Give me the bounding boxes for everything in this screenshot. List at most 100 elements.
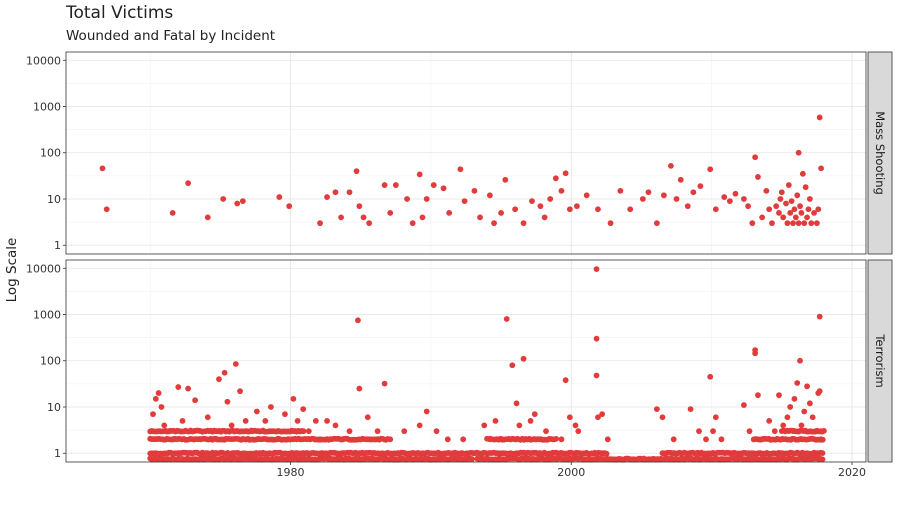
data-point: [502, 176, 509, 183]
data-point: [752, 350, 759, 357]
data-point: [317, 436, 323, 443]
data-point: [471, 187, 478, 194]
data-point: [809, 414, 816, 421]
data-point: [300, 428, 307, 435]
data-point: [253, 408, 260, 415]
data-point: [360, 214, 367, 221]
data-point: [816, 114, 823, 121]
data-point: [99, 165, 106, 172]
data-point: [356, 203, 363, 210]
data-point: [155, 390, 162, 396]
data-point: [381, 380, 388, 387]
data-point: [527, 418, 534, 424]
data-point: [769, 220, 775, 227]
data-point: [529, 198, 535, 205]
data-point: [374, 428, 381, 435]
data-point: [392, 182, 399, 188]
data-point: [797, 203, 803, 210]
data-point: [806, 400, 813, 407]
data-point: [617, 187, 624, 194]
data-point: [575, 428, 582, 435]
data-point: [677, 176, 684, 183]
data-point: [541, 214, 548, 221]
data-point: [300, 406, 307, 413]
facet-panel-0: 1 10 100 1000 10000 Mass Shooting: [26, 51, 893, 255]
data-point: [338, 214, 344, 221]
data-point: [787, 404, 794, 410]
data-point: [366, 220, 373, 227]
data-point: [387, 210, 394, 216]
data-point: [324, 418, 330, 424]
data-point: [804, 214, 810, 221]
data-point: [603, 450, 610, 457]
data-point: [346, 428, 353, 435]
data-point: [409, 220, 416, 227]
chart-subtitle: Wounded and Fatal by Incident: [66, 28, 276, 44]
data-point: [794, 192, 801, 199]
data-point: [404, 196, 410, 202]
data-point: [419, 214, 426, 221]
facet-strip-label: Mass Shooting: [873, 111, 887, 195]
data-point: [364, 414, 371, 421]
data-point: [481, 422, 488, 429]
y-tick-label: 1000: [33, 101, 61, 114]
data-point: [690, 189, 697, 196]
data-point: [802, 184, 809, 191]
data-point: [197, 436, 204, 443]
data-point: [161, 422, 168, 429]
data-point: [268, 404, 274, 410]
data-point: [595, 414, 601, 421]
data-point: [599, 411, 606, 418]
data-point: [552, 175, 559, 182]
data-point: [795, 149, 802, 156]
data-point: [290, 395, 297, 402]
data-point: [242, 418, 249, 424]
data-point: [745, 203, 752, 210]
x-tick-label: 1980: [277, 466, 305, 479]
data-point: [790, 220, 796, 227]
data-point: [416, 171, 423, 178]
data-point: [387, 436, 394, 443]
data-point: [355, 317, 361, 324]
data-point: [468, 456, 475, 462]
data-point: [776, 210, 782, 216]
data-point: [562, 170, 569, 177]
data-point: [516, 422, 523, 429]
facet-panel-1: 1 10 100 1000 10000 Terrorism: [26, 259, 893, 463]
data-point: [262, 418, 269, 424]
data-point: [798, 422, 805, 429]
data-point: [755, 392, 761, 399]
data-point: [353, 168, 360, 175]
data-point: [276, 194, 283, 200]
data-point: [423, 408, 430, 415]
data-point: [813, 220, 820, 227]
chart-title: Total Victims: [66, 3, 174, 23]
data-point: [583, 192, 590, 199]
x-tick-label: 2020: [838, 466, 866, 479]
data-point: [324, 194, 330, 200]
data-point: [204, 214, 211, 221]
data-point: [815, 206, 822, 213]
data-point: [801, 220, 808, 227]
data-point: [531, 411, 538, 418]
data-point: [645, 189, 652, 196]
data-point: [703, 436, 709, 443]
data-point: [423, 196, 430, 202]
data-point: [381, 182, 388, 188]
data-point: [785, 182, 792, 188]
data-point: [792, 214, 799, 221]
data-point: [819, 456, 826, 463]
data-point: [707, 373, 714, 380]
data-point: [185, 385, 192, 392]
data-point: [593, 335, 600, 342]
data-point: [818, 165, 824, 172]
data-point: [566, 206, 573, 213]
data-point: [607, 220, 614, 227]
data-point: [275, 436, 281, 443]
data-point: [543, 428, 549, 435]
data-point: [430, 182, 437, 188]
data-point: [356, 385, 363, 392]
data-point: [221, 369, 228, 376]
data-point: [457, 166, 464, 173]
data-point: [812, 428, 819, 435]
